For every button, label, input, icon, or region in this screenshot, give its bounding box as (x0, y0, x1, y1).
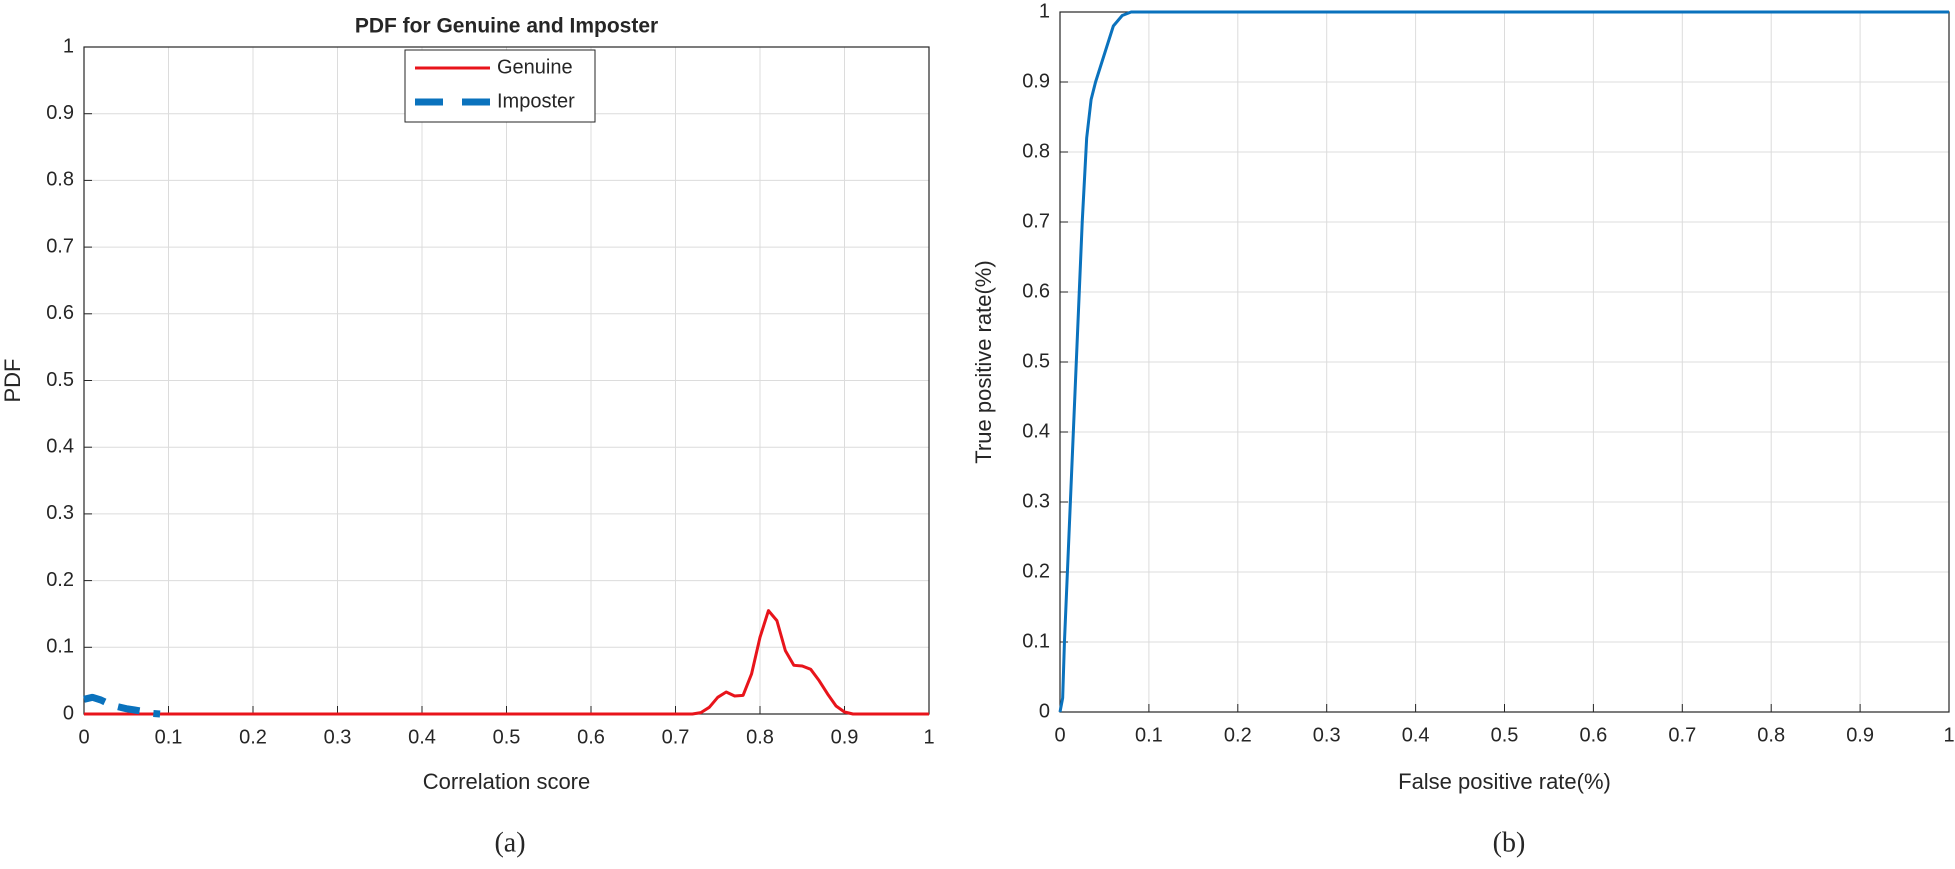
caption: (a) (494, 827, 525, 858)
x-tick-label: 0.7 (662, 726, 690, 748)
y-tick-label: 0.6 (46, 302, 74, 324)
y-axis-label: True positive rate(%) (971, 260, 996, 463)
x-tick-label: 0.5 (1491, 724, 1519, 746)
x-tick-label: 0.4 (408, 726, 436, 748)
y-axis-label: PDF (0, 359, 25, 403)
x-tick-label: 0.1 (155, 726, 183, 748)
data-line (1058, 10, 1949, 713)
x-axis-label: False positive rate(%) (1398, 769, 1611, 794)
x-tick-label: 0.7 (1668, 724, 1696, 746)
y-tick-label: 0.6 (1022, 280, 1050, 302)
y-tick-label: 1 (63, 35, 74, 57)
y-tick-label: 1 (1039, 0, 1050, 22)
y-tick-label: 0.8 (46, 169, 74, 191)
data-line (83, 693, 161, 718)
x-tick-label: 0.5 (493, 726, 521, 748)
x-tick-label: 1 (1943, 724, 1954, 746)
x-tick-label: 0.3 (324, 726, 352, 748)
legend-box (404, 49, 596, 123)
y-tick-label: 0.3 (46, 502, 74, 524)
x-tick-label: 0.8 (746, 726, 774, 748)
chart-title: PDF for Genuine and Imposter (355, 15, 658, 38)
y-tick-label: 0.7 (46, 235, 74, 257)
x-tick-label: 0.9 (831, 726, 859, 748)
caption: (b) (1493, 827, 1526, 858)
x-tick-label: 1 (923, 726, 934, 748)
data-line (84, 609, 929, 716)
y-tick-label: 0.4 (46, 435, 74, 457)
x-tick-label: 0.9 (1846, 724, 1874, 746)
y-tick-label: 0.2 (46, 569, 74, 591)
x-tick-label: 0.2 (1224, 724, 1252, 746)
x-tick-label: 0.3 (1313, 724, 1341, 746)
y-tick-label: 0.4 (1022, 420, 1050, 442)
x-tick-label: 0 (1054, 724, 1065, 746)
y-tick-label: 0.8 (1022, 140, 1050, 162)
x-tick-label: 0.2 (239, 726, 267, 748)
y-tick-label: 0.7 (1022, 210, 1050, 232)
y-tick-label: 0 (1039, 700, 1050, 722)
y-tick-label: 0.5 (46, 369, 74, 391)
x-tick-label: 0.1 (1135, 724, 1163, 746)
y-tick-label: 0.9 (46, 102, 74, 124)
x-tick-label: 0 (78, 726, 89, 748)
legend-label: Imposter (497, 90, 575, 112)
y-tick-label: 0.2 (1022, 560, 1050, 582)
x-tick-label: 0.6 (1579, 724, 1607, 746)
y-tick-label: 0.5 (1022, 350, 1050, 372)
x-tick-label: 0.6 (577, 726, 605, 748)
x-tick-label: 0.8 (1757, 724, 1785, 746)
y-tick-label: 0.3 (1022, 490, 1050, 512)
y-tick-label: 0.9 (1022, 70, 1050, 92)
legend-label: Genuine (497, 56, 573, 78)
x-axis-label: Correlation score (423, 769, 591, 794)
y-tick-label: 0 (63, 702, 74, 724)
y-tick-label: 0.1 (1022, 630, 1050, 652)
x-tick-label: 0.4 (1402, 724, 1430, 746)
y-tick-label: 0.1 (46, 636, 74, 658)
